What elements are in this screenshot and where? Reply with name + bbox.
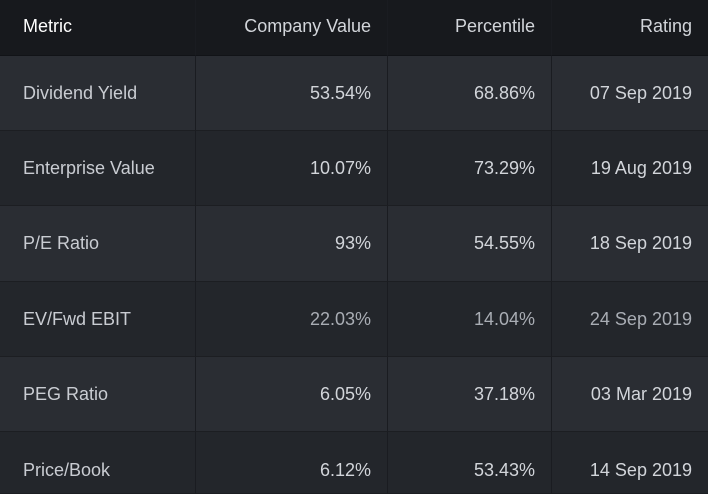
rating-cell: 03 Mar 2019 [552, 357, 708, 432]
rating-cell: 24 Sep 2019 [552, 282, 708, 357]
percentile-cell: 68.86% [388, 56, 552, 131]
metric-cell: PEG Ratio [0, 357, 196, 432]
percentile-cell: 54.55% [388, 206, 552, 282]
header-company-value[interactable]: Company Value [196, 0, 388, 56]
header-percentile[interactable]: Percentile [388, 0, 552, 56]
header-rating[interactable]: Rating [552, 0, 708, 56]
header-metric[interactable]: Metric [0, 0, 196, 56]
metric-cell: Dividend Yield [0, 56, 196, 131]
company-value-cell: 22.03% [196, 282, 388, 357]
company-value-cell: 6.05% [196, 357, 388, 432]
metric-cell: Enterprise Value [0, 131, 196, 206]
rating-cell: 14 Sep 2019 [552, 432, 708, 494]
rating-cell: 07 Sep 2019 [552, 56, 708, 131]
metric-cell: P/E Ratio [0, 206, 196, 282]
metric-cell: EV/Fwd EBIT [0, 282, 196, 357]
rating-cell: 19 Aug 2019 [552, 131, 708, 206]
percentile-cell: 37.18% [388, 357, 552, 432]
metric-cell: Price/Book [0, 432, 196, 494]
percentile-cell: 73.29% [388, 131, 552, 206]
company-value-cell: 10.07% [196, 131, 388, 206]
company-value-cell: 93% [196, 206, 388, 282]
percentile-cell: 53.43% [388, 432, 552, 494]
rating-cell: 18 Sep 2019 [552, 206, 708, 282]
percentile-cell: 14.04% [388, 282, 552, 357]
company-value-cell: 6.12% [196, 432, 388, 494]
company-value-cell: 53.54% [196, 56, 388, 131]
